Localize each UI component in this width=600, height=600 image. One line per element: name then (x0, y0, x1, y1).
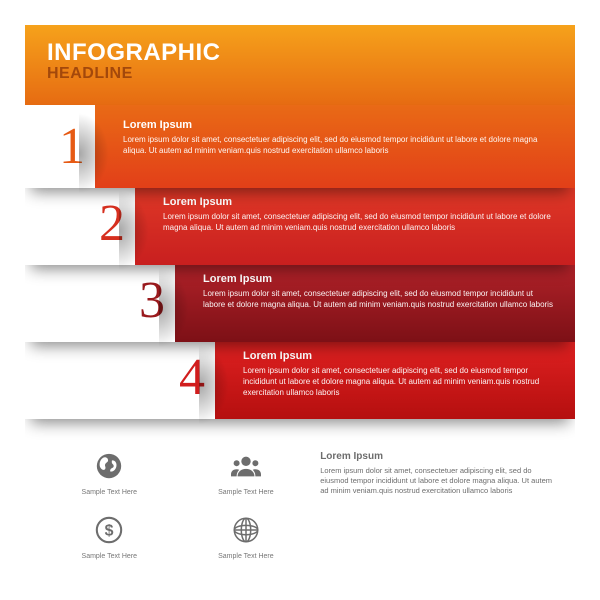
bands-container: 1 Lorem Ipsum Lorem ipsum dolor sit amet, … (25, 105, 575, 419)
band-heading: Lorem Ipsum (123, 119, 555, 131)
band-content: Lorem Ipsum Lorem ipsum dolor sit amet, c… (215, 336, 575, 419)
footer-text-block: Lorem Ipsum Lorem ipsum dolor sit amet, … (310, 451, 555, 575)
band-heading: Lorem Ipsum (163, 196, 555, 208)
band-number-box: 1 (25, 105, 95, 188)
band-number: 2 (99, 198, 125, 250)
band-1: 1 Lorem Ipsum Lorem ipsum dolor sit amet, … (25, 105, 575, 188)
band-body: Lorem ipsum dolor sit amet, consectetuer… (123, 135, 555, 157)
band-heading: Lorem Ipsum (243, 350, 555, 362)
footer-icon-cell: $ Sample Text Here (45, 515, 174, 575)
header: INFOGRAPHIC HEADLINE (25, 25, 575, 105)
footer-icon-cell: Sample Text Here (182, 515, 311, 575)
icon-caption: Sample Text Here (82, 489, 138, 496)
icon-caption: Sample Text Here (82, 553, 138, 560)
globe-grid-icon (231, 515, 261, 550)
band-4: 4 Lorem Ipsum Lorem ipsum dolor sit amet, … (25, 336, 575, 419)
band-content: Lorem Ipsum Lorem ipsum dolor sit amet, c… (135, 182, 575, 265)
stage: INFOGRAPHIC HEADLINE 1 Lorem Ipsum Lorem i… (0, 0, 600, 600)
footer-icon-cell: Sample Text Here (45, 451, 174, 511)
band-3: 3 Lorem Ipsum Lorem ipsum dolor sit amet, … (25, 259, 575, 342)
band-number-box: 4 (25, 336, 215, 419)
svg-text:$: $ (105, 523, 114, 540)
band-body: Lorem ipsum dolor sit amet, consectetuer… (163, 212, 555, 234)
band-body: Lorem ipsum dolor sit amet, consectetuer… (203, 289, 555, 311)
band-content: Lorem Ipsum Lorem ipsum dolor sit amet, c… (175, 259, 575, 342)
band-number: 4 (179, 352, 205, 404)
header-title: INFOGRAPHIC (47, 39, 553, 67)
footer-body: Lorem ipsum dolor sit amet, consectetuer… (320, 466, 555, 496)
footer-icon-cell: Sample Text Here (182, 451, 311, 511)
icon-caption: Sample Text Here (218, 553, 274, 560)
band-number: 1 (59, 121, 85, 173)
band-number: 3 (139, 275, 165, 327)
band-number-box: 2 (25, 182, 135, 265)
band-content: Lorem Ipsum Lorem ipsum dolor sit amet, c… (95, 105, 575, 188)
icon-caption: Sample Text Here (218, 489, 274, 496)
band-2: 2 Lorem Ipsum Lorem ipsum dolor sit amet, … (25, 182, 575, 265)
band-body: Lorem ipsum dolor sit amet, consectetuer… (243, 366, 555, 398)
footer-heading: Lorem Ipsum (320, 451, 555, 462)
footer-icon-grid: Sample Text Here Sample Text Here $ Sample … (45, 451, 310, 575)
band-number-box: 3 (25, 259, 175, 342)
band-heading: Lorem Ipsum (203, 273, 555, 285)
header-subtitle: HEADLINE (47, 65, 553, 83)
footer: Sample Text Here Sample Text Here $ Sample … (25, 435, 575, 575)
frame: INFOGRAPHIC HEADLINE 1 Lorem Ipsum Lorem i… (25, 25, 575, 575)
globe-americas-icon (94, 451, 124, 486)
users-icon (231, 451, 261, 486)
dollar-circle-icon: $ (94, 515, 124, 550)
